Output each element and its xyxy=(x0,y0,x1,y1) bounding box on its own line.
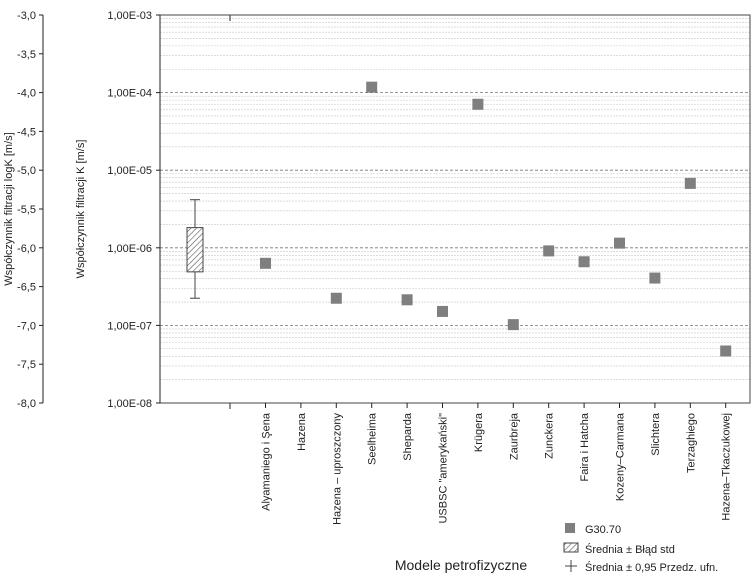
x-tick-label: Sheparda xyxy=(402,412,414,461)
x-axis-label: Modele petrofizyczne xyxy=(395,557,528,573)
data-point xyxy=(614,237,625,249)
x-tick-label: Alyamaniego i Şena xyxy=(261,412,273,511)
x-tick-label: Seelheima xyxy=(367,412,379,465)
left-y-tick-label: -4,5 xyxy=(17,126,36,138)
x-tick-label: Terzaghiego xyxy=(685,413,697,473)
right-y-tick-label: 1,00E-08 xyxy=(107,398,152,410)
data-point xyxy=(401,294,413,306)
data-point xyxy=(578,256,590,268)
left-y-tick-label: -7,0 xyxy=(17,320,36,332)
data-point xyxy=(366,81,378,93)
right-y-tick-label: 1,00E-06 xyxy=(107,243,152,255)
data-point xyxy=(437,305,448,317)
legend-label: Średnia ± 0,95 Przedz. ufn. xyxy=(585,561,718,574)
box-se xyxy=(186,227,204,273)
left-y-tick-label: -7,5 xyxy=(17,359,36,371)
data-point xyxy=(720,345,732,357)
left-y-tick-label: -3,5 xyxy=(17,49,36,61)
right-y-tick-label: 1,00E-03 xyxy=(107,10,152,22)
legend-label: G30.70 xyxy=(585,524,621,536)
left-y-tick-label: -8,0 xyxy=(17,398,36,410)
right-y-tick-label: 1,00E-04 xyxy=(107,88,152,100)
right-y-axis-label: Współczynnik filtracji K [m/s] xyxy=(75,140,87,279)
right-y-tick-label: 1,00E-05 xyxy=(107,165,152,177)
legend-label: Średnia ± Błąd std xyxy=(585,543,675,556)
data-point xyxy=(543,245,555,257)
data-point xyxy=(507,319,519,331)
data-points xyxy=(260,81,732,357)
x-tick-label: Hazena xyxy=(296,412,308,451)
mean-box xyxy=(186,199,204,299)
left-y-tick-label: -5,0 xyxy=(17,165,36,177)
x-tick-label: Faira i Hatcha xyxy=(579,412,591,481)
left-y-tick-label: -3,0 xyxy=(17,10,36,22)
data-point xyxy=(649,272,661,284)
x-tick-label: Hazena – uproszczony xyxy=(331,413,343,525)
left-y-axis: -3,0 -3,5 -4,0 -4,5 -5,0 -5,5 -6,0 -6,5 -7,0 -7,5… xyxy=(17,10,44,410)
left-y-tick-label: -6,0 xyxy=(17,243,36,255)
legend-symbol-hatched-box xyxy=(563,542,579,553)
plot-frame xyxy=(159,14,751,404)
grid-lines xyxy=(160,14,750,409)
x-tick-label: Kozeny–Carmana xyxy=(615,412,627,501)
left-y-tick-label: -4,0 xyxy=(17,88,36,100)
right-y-tick-label: 1,00E-07 xyxy=(107,320,152,332)
data-point xyxy=(260,257,271,269)
x-tick-labels: Alyamaniego i Şena Hazena Hazena – uproszc… xyxy=(261,403,733,525)
x-tick-label: Slichtera xyxy=(650,412,662,456)
legend: G30.70 Średnia ± Błąd std Średnia ± 0,95 P… xyxy=(563,523,718,574)
data-point xyxy=(330,292,342,304)
right-y-axis: 1,00E-03 1,00E-04 1,00E-05 1,00E-06 1,00E-07… xyxy=(107,10,161,410)
data-point xyxy=(684,177,696,189)
left-y-tick-label: -6,5 xyxy=(17,282,36,294)
left-y-tick-label: -5,5 xyxy=(17,204,36,216)
x-tick-label: Krügera xyxy=(473,412,485,452)
legend-symbol-square xyxy=(565,523,575,533)
x-tick-label: Zunckera xyxy=(544,412,556,459)
data-point xyxy=(472,98,484,110)
left-y-axis-label: Współczynnik filtracji logK [m/s] xyxy=(3,132,15,285)
x-tick-label: Zaurbreja xyxy=(508,412,520,460)
x-tick-label: USBSC "amerykański" xyxy=(438,413,450,524)
x-tick-label: Hazena–Tkaczukowej xyxy=(721,413,733,521)
